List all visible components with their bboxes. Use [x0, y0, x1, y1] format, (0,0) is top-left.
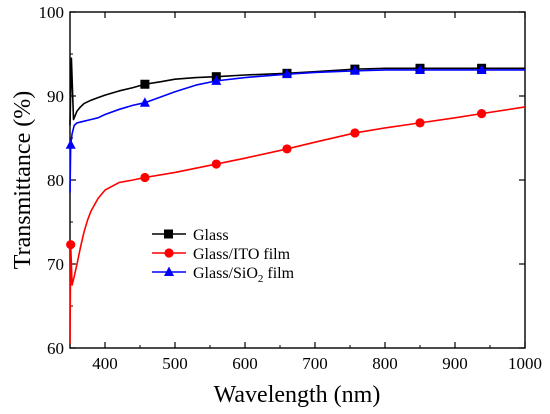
x-tick-label: 1000: [508, 354, 542, 373]
y-tick-label: 70: [47, 255, 64, 274]
legend-label: Glass: [193, 227, 229, 244]
y-axis-title: Transmittance (%): [10, 91, 36, 269]
legend: Glass Glass/ITO film Glass/SiO2 film: [152, 227, 295, 285]
legend-label-tail: film: [263, 265, 294, 282]
data-point-triangle: [211, 75, 222, 85]
legend-item-glass: Glass: [152, 227, 229, 244]
data-point-circle: [350, 128, 360, 138]
data-point-circle: [66, 240, 76, 250]
legend-label: Glass/SiO2 film: [193, 265, 295, 285]
x-tick-label: 900: [442, 354, 468, 373]
series-3: [65, 64, 525, 193]
legend-marker-triangle: [164, 266, 174, 276]
data-point-triangle: [282, 68, 292, 79]
data-point-square: [140, 79, 150, 89]
x-axis-ticks: 400 500 600 700 800 900 1000: [69, 12, 542, 373]
legend-item-glass-ito: Glass/ITO film: [152, 246, 291, 263]
legend-marker-square: [164, 229, 173, 239]
series-1: [69, 57, 525, 126]
legend-label-main: Glass/SiO: [193, 265, 258, 282]
legend-item-glass-sio2: Glass/SiO2 film: [152, 265, 295, 285]
legend-label: Glass/ITO film: [193, 246, 291, 263]
legend-label-subscript: 2: [258, 273, 264, 285]
series-layer: [65, 57, 526, 344]
x-tick-label: 400: [92, 354, 118, 373]
data-point-circle: [477, 109, 487, 119]
data-point-circle: [211, 159, 221, 169]
x-tick-label: 700: [302, 354, 328, 373]
x-tick-label: 600: [232, 354, 258, 373]
data-point-triangle: [349, 65, 360, 75]
data-point-circle: [140, 172, 150, 183]
x-tick-label: 800: [372, 354, 398, 373]
data-point-triangle: [415, 64, 425, 74]
series-line: [69, 69, 525, 193]
y-tick-label: 100: [39, 3, 65, 22]
legend-marker-circle: [164, 248, 174, 258]
series-line: [69, 106, 526, 344]
data-point-circle: [415, 118, 425, 128]
data-point-triangle: [476, 64, 487, 74]
plot-frame: [69, 11, 526, 349]
y-tick-label: 90: [47, 87, 64, 106]
data-point-circle: [282, 144, 292, 154]
data-point-triangle: [139, 97, 150, 107]
x-axis-title: Wavelength (nm): [214, 382, 381, 408]
data-point-triangle: [65, 139, 76, 149]
series-2: [66, 106, 526, 344]
y-tick-label: 60: [47, 339, 64, 358]
y-axis-ticks: 60 70 80 90 100: [39, 3, 525, 358]
x-tick-label: 500: [162, 354, 188, 373]
y-tick-label: 80: [47, 171, 64, 190]
series-line: [69, 57, 525, 126]
